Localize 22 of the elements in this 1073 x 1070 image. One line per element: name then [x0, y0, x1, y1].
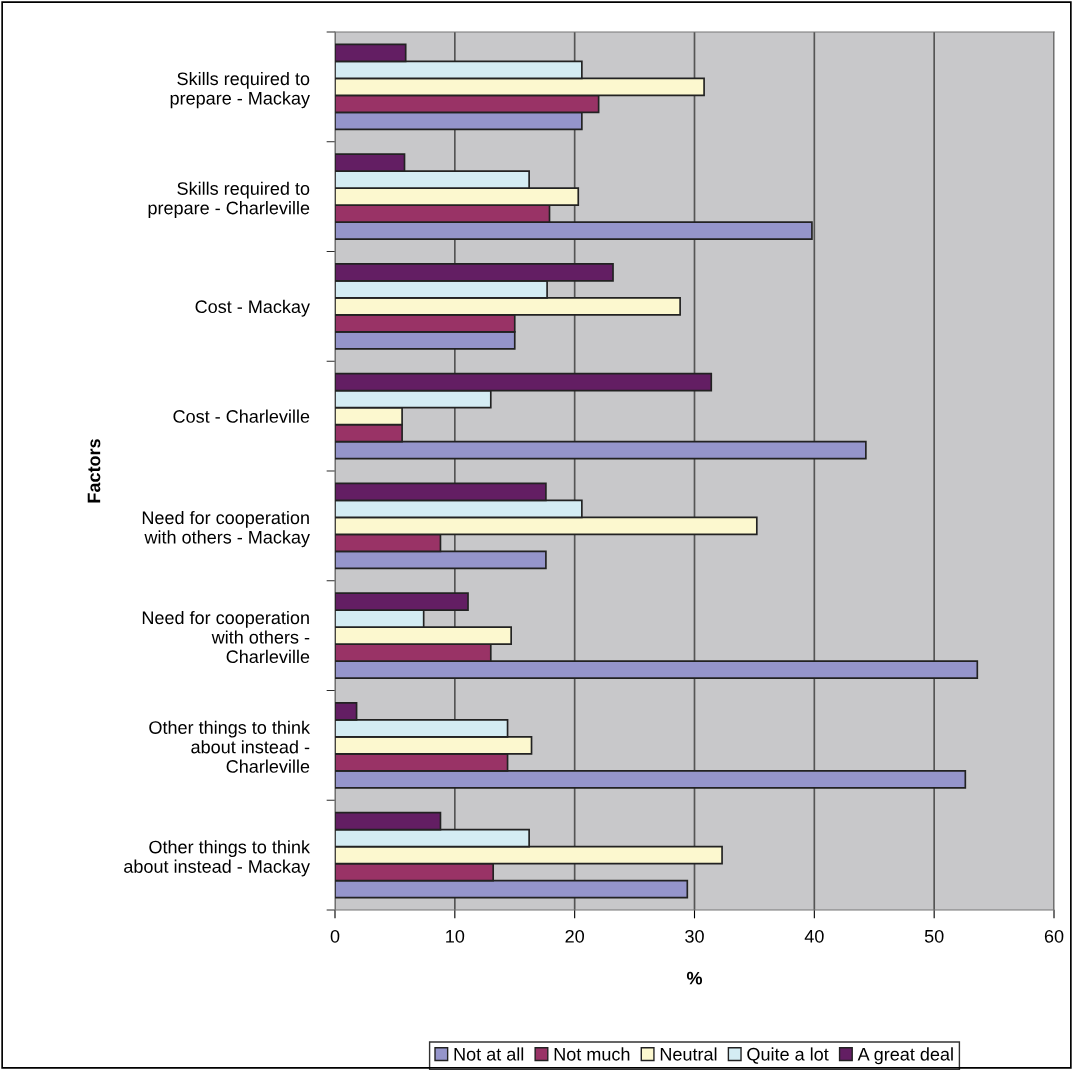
y-tick-label: Other things to think about instead - Mackay — [124, 840, 311, 877]
y-tick-label: Cost - Mackay — [195, 299, 310, 317]
x-tick-label: 20 — [565, 929, 584, 943]
x-tick-label: 30 — [685, 929, 704, 943]
y-axis-title: Factors — [87, 439, 101, 503]
y-tick-label: Other things to think about instead - Charleville — [149, 720, 311, 773]
x-axis-title: % — [686, 971, 703, 985]
legend-label: Quite a lot — [747, 1047, 829, 1064]
legend-label: Neutral — [660, 1047, 717, 1061]
x-tick-label: 60 — [1044, 929, 1064, 943]
x-tick-label: 10 — [446, 929, 465, 943]
legend-label: A great deal — [857, 1047, 953, 1065]
y-tick-label: Cost - Charleville — [173, 409, 310, 423]
x-tick-label: 50 — [924, 929, 944, 943]
y-tick-label: Skills required to prepare - Mackay — [170, 71, 310, 109]
x-tick-label: 40 — [804, 929, 824, 943]
x-tick-label: 0 — [330, 929, 340, 943]
y-tick-label: Need for cooperation with others - Charleville — [142, 610, 310, 664]
y-tick-label: Need for cooperation with others - Mackay — [142, 510, 310, 548]
legend-label: Not much — [554, 1047, 630, 1061]
y-tick-label: Skills required to prepare - Charleville — [148, 181, 310, 218]
legend-label: Not at all — [454, 1047, 524, 1061]
